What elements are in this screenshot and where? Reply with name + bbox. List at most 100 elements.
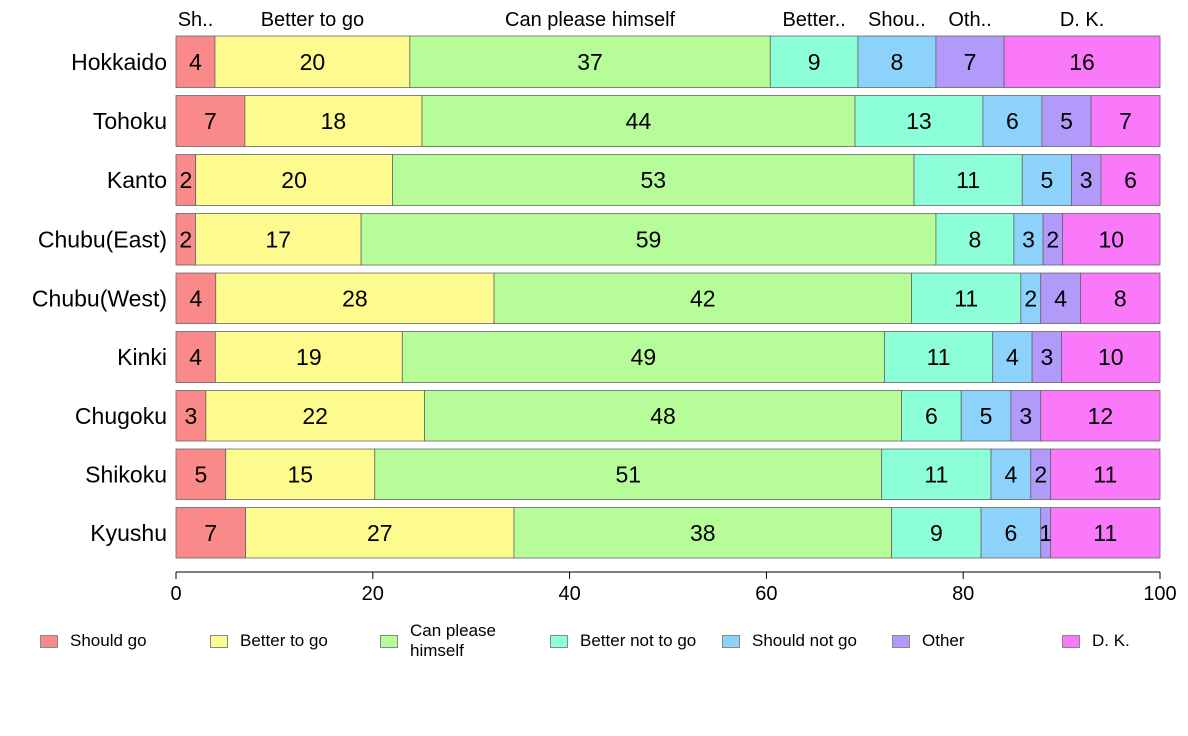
legend-item: Can please himself (380, 618, 496, 664)
data-label: 8 (968, 226, 981, 252)
data-label: 6 (1005, 520, 1018, 546)
data-label: 4 (189, 285, 202, 311)
bar-segment (1062, 213, 1161, 266)
x-tick-label: 40 (558, 583, 580, 605)
bar-segment (195, 213, 362, 266)
legend-label: Should not go (752, 631, 857, 650)
data-label: 19 (296, 344, 322, 370)
data-label: 13 (906, 108, 932, 134)
data-label: 8 (891, 49, 904, 75)
bar-segment (913, 154, 1023, 206)
x-tick-label: 60 (755, 583, 777, 605)
column-top-label: Can please himself (505, 9, 676, 31)
legend-label: Can please himself (410, 621, 497, 660)
data-label: 2 (179, 226, 192, 252)
legend-swatch (40, 634, 58, 648)
bar-segment (1031, 331, 1062, 383)
data-label: 4 (1054, 285, 1067, 311)
data-label: 3 (1040, 344, 1053, 370)
bar-segment (982, 95, 1043, 147)
bar-segment (935, 213, 1015, 266)
data-label: 10 (1098, 226, 1124, 252)
data-label: 20 (281, 167, 307, 193)
category-label: Tohoku (93, 108, 167, 134)
data-label: 7 (964, 49, 977, 75)
bar-segment (175, 507, 246, 559)
data-label: 6 (925, 403, 938, 429)
legend-item: D. K. (1062, 618, 1130, 664)
data-label: 3 (1019, 403, 1032, 429)
column-top-label: Sh.. (178, 9, 214, 31)
data-label: 8 (1114, 285, 1127, 311)
data-label: 51 (615, 461, 641, 487)
data-label: 4 (1006, 344, 1019, 370)
column-top-label: Better to go (261, 9, 364, 31)
bar-segment (980, 507, 1042, 559)
bar-segment (175, 331, 216, 383)
data-label: 11 (927, 344, 951, 370)
bar-segment (769, 35, 859, 88)
data-label: 38 (690, 520, 716, 546)
data-label: 44 (626, 108, 652, 134)
bar-segment (214, 35, 411, 88)
data-label: 17 (266, 226, 292, 252)
bar-segment (992, 331, 1033, 383)
bar-segment (214, 331, 403, 383)
data-label: 22 (302, 403, 328, 429)
legend-item: Other (892, 618, 965, 664)
data-label: 4 (1005, 461, 1018, 487)
bar-segment (245, 507, 515, 559)
chart-legend: Should go Better to go Can please himself B… (0, 618, 1188, 668)
column-top-label: Shou.. (868, 9, 926, 31)
bar-segment (215, 272, 495, 324)
bar-segment (175, 272, 217, 324)
data-label: 28 (342, 285, 368, 311)
data-label: 59 (636, 226, 662, 252)
data-label: 7 (204, 108, 217, 134)
data-label: 48 (650, 403, 676, 429)
legend-item: Better to go (210, 618, 328, 664)
bar-segment (244, 95, 423, 147)
data-label: 11 (954, 285, 978, 311)
bar-segment (884, 331, 994, 383)
bar-segment (205, 390, 425, 442)
bar-segment (1040, 390, 1161, 442)
data-label: 11 (1093, 520, 1117, 546)
legend-item: Should not go (722, 618, 857, 664)
legend-item: Better not to go (550, 618, 696, 664)
data-label: 20 (300, 49, 326, 75)
data-label: 7 (204, 520, 217, 546)
category-label: Kanto (107, 167, 167, 193)
bar-segment (424, 390, 902, 442)
data-label: 4 (189, 49, 202, 75)
data-label: 3 (1022, 226, 1035, 252)
data-label: 11 (1093, 461, 1117, 487)
bar-segment (392, 154, 915, 206)
data-label: 2 (1024, 285, 1037, 311)
bar-segment (513, 507, 893, 559)
data-label: 12 (1088, 403, 1114, 429)
data-label: 7 (1119, 108, 1132, 134)
legend-label: Better not to go (580, 631, 697, 650)
bar-segment (990, 448, 1032, 500)
bar-segment (1040, 272, 1081, 324)
bar-segment (175, 448, 227, 500)
category-label: Kyushu (90, 520, 167, 546)
bar-segment (1050, 507, 1161, 559)
data-label: 53 (640, 167, 666, 193)
bar-segment (1010, 390, 1042, 442)
data-label: 9 (808, 49, 821, 75)
data-label: 18 (321, 108, 347, 134)
bar-segment (175, 35, 216, 88)
bar-segment (1061, 331, 1161, 383)
data-label: 2 (1034, 461, 1047, 487)
bar-segment (409, 35, 771, 88)
data-label: 2 (1046, 226, 1059, 252)
bar-segment (421, 95, 856, 147)
legend-label: D. K. (1092, 631, 1130, 650)
data-label: 5 (1040, 167, 1053, 193)
data-label: 5 (194, 461, 207, 487)
data-label: 11 (924, 461, 948, 487)
data-label: 27 (367, 520, 393, 546)
